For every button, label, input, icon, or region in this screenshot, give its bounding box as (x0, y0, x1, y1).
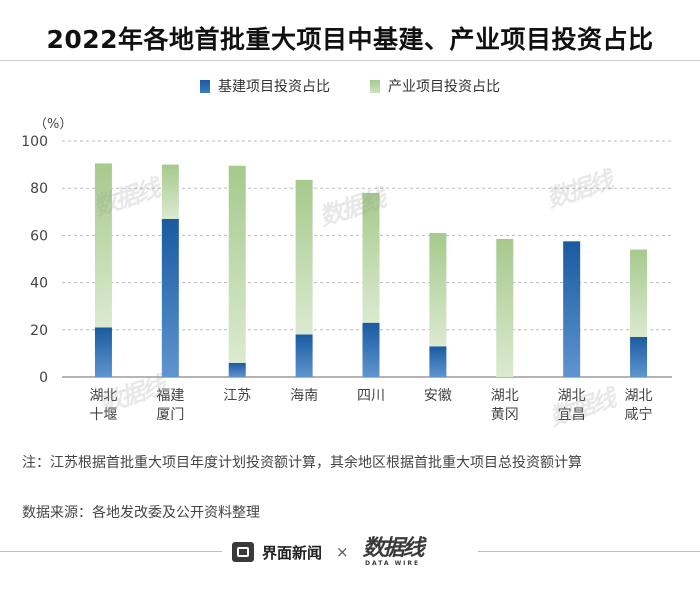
title-divider (0, 60, 700, 61)
bar-industry (496, 238, 514, 377)
legend-swatch-industry (370, 79, 380, 93)
bar-basic (161, 218, 179, 377)
bar-industry (161, 164, 179, 219)
bar-industry (429, 233, 447, 347)
x-tick-label: 福建 (156, 388, 184, 404)
bar-industry (228, 165, 246, 363)
legend-label-basic: 基建项目投资占比 (218, 79, 330, 95)
chart-note: 注：江苏根据首批重大项目年度计划投资额计算，其余地区根据首批重大项目总投资额计算 (22, 455, 582, 471)
footer-divider-right (478, 551, 700, 552)
bar-basic (563, 241, 581, 377)
x-tick-label: 四川 (357, 388, 385, 404)
y-tick-label: 0 (39, 370, 48, 386)
bar-industry (94, 163, 112, 328)
data-wire-logo-main: 数据线 (362, 535, 425, 561)
chart-title: 2022年各地首批重大项目中基建、产业项目投资占比 (46, 25, 654, 54)
x-tick-label: 湖北 (89, 388, 117, 404)
data-wire-logo-sub: DATA WIRE (365, 559, 421, 567)
x-tick-label: 湖北 (491, 388, 519, 404)
footer-divider-left (0, 551, 222, 552)
y-tick-label: 80 (30, 181, 48, 197)
x-tick-label: 黄冈 (491, 406, 519, 423)
x-tick-label: 十堰 (89, 407, 117, 423)
y-tick-label: 20 (30, 323, 48, 339)
bar-basic (362, 322, 380, 377)
legend-item-industry: 产业项目投资占比 (370, 76, 500, 96)
y-tick-label: 60 (30, 228, 48, 244)
bar-industry (295, 179, 313, 335)
data-source: 数据来源：各地发改委及公开资料整理 (22, 505, 260, 521)
data-wire-logo: 数据线 DATA WIRE (362, 535, 425, 567)
y-tick-label: 100 (21, 134, 48, 150)
legend: 基建项目投资占比 产业项目投资占比 (0, 76, 700, 96)
x-tick-label: 咸宁 (625, 406, 653, 423)
x-tick-label: 厦门 (156, 407, 184, 423)
x-tick-label: 湖北 (558, 388, 586, 404)
x-tick-label: 湖北 (625, 388, 653, 404)
times-sign: × (336, 543, 349, 561)
brand-name: 界面新闻 (262, 543, 323, 562)
x-tick-label: 宜昌 (558, 407, 586, 423)
bar-basic (94, 327, 112, 377)
bar-industry (630, 249, 648, 337)
x-tick-label: 安徽 (424, 388, 452, 404)
bar-basic (429, 346, 447, 377)
bar-industry (362, 192, 380, 323)
footer-brand: 界面新闻 × 数据线 DATA WIRE (232, 535, 425, 567)
bar-basic (228, 362, 246, 377)
legend-swatch-basic (200, 79, 210, 93)
y-tick-label: 40 (30, 276, 48, 292)
x-tick-label: 海南 (290, 388, 318, 404)
legend-label-industry: 产业项目投资占比 (388, 79, 500, 95)
legend-item-basic: 基建项目投资占比 (200, 76, 330, 96)
jiemian-logo-icon (232, 542, 254, 562)
bar-basic (295, 334, 313, 377)
bar-basic (630, 336, 648, 377)
x-tick-label: 江苏 (223, 388, 251, 404)
y-axis-unit-label: （%） (34, 117, 72, 132)
